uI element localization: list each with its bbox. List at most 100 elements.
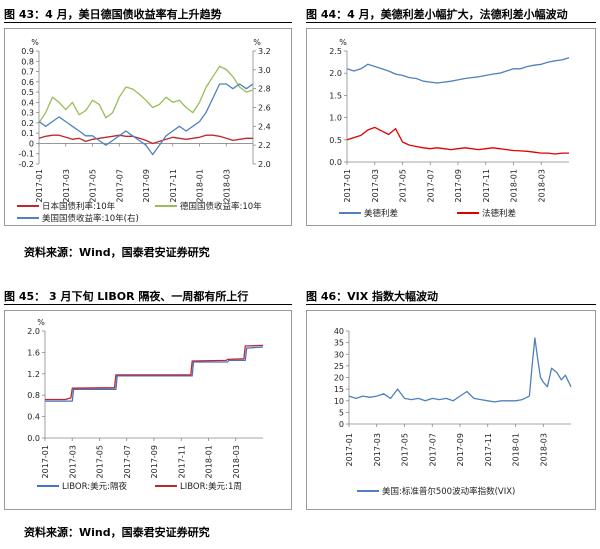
fig46-chart: 0 5 10 15 20 25 30 35 40 2017-01 2017-03 2017-05 201… bbox=[334, 327, 572, 497]
y-right-tick-label: 2.2 bbox=[258, 141, 271, 150]
x-tick-label: 2018-03 bbox=[232, 445, 241, 478]
source-note-2: 资料来源：Wind，国泰君安证券研究 bbox=[24, 526, 210, 539]
legend-label: 美德利差 bbox=[364, 208, 398, 219]
x-tick-label: 2017-05 bbox=[399, 169, 408, 202]
legend-label: 法德利差 bbox=[482, 208, 516, 219]
x-tick-label: 2018-03 bbox=[537, 169, 546, 202]
y-right-axis-unit: % bbox=[253, 38, 261, 47]
x-tick-label: 2017-01 bbox=[35, 169, 44, 202]
y-tick-label: 15 bbox=[334, 385, 344, 394]
y-tick-label: -0.2 bbox=[18, 160, 34, 169]
x-tick-label: 2017-01 bbox=[343, 169, 352, 202]
y-tick-label: 20 bbox=[334, 374, 344, 383]
title-rule-left bbox=[4, 22, 292, 23]
y-tick-label: 0.5 bbox=[329, 136, 342, 145]
y-tick-label: 0.5 bbox=[21, 88, 34, 97]
x-tick-label: 2017-11 bbox=[482, 169, 491, 202]
y-right-tick-label: 3.0 bbox=[258, 66, 271, 75]
legend-label: 日本国债利率:10年 bbox=[42, 201, 116, 212]
title-rule-left-2 bbox=[4, 304, 292, 305]
y-tick-label: 0.1 bbox=[21, 129, 34, 138]
fig46-title: 图 46：VIX 指数大幅波动 bbox=[306, 290, 439, 303]
x-tick-label: 2017-01 bbox=[41, 445, 50, 478]
y-right-tick-label: 2.4 bbox=[258, 122, 271, 131]
x-tick-label: 2017-03 bbox=[62, 169, 71, 202]
y-tick-label: 25 bbox=[334, 362, 344, 371]
series-line-fig44-0 bbox=[346, 57, 570, 84]
y-tick-label: 0.7 bbox=[21, 68, 34, 77]
x-tick-label: 2018-01 bbox=[196, 169, 205, 202]
x-tick-label: 2017-05 bbox=[96, 445, 105, 478]
x-tick-label: 2018-03 bbox=[539, 433, 548, 466]
fig43-chart: -0.2-0.1 00.10.20.3 0.40.50.60.7 0.80.9% 2.0… bbox=[17, 38, 271, 224]
x-tick-label: 2017-07 bbox=[426, 169, 435, 202]
fig46-panel: 0 5 10 15 20 25 30 35 40 2017-01 2017-03 2017-05 201… bbox=[306, 310, 596, 510]
fig45-panel: 0.0 0.4 0.8 1.2 1.6 2.0% 2017-01 2017-03 2017-05… bbox=[4, 310, 292, 510]
y-tick-label: 0.4 bbox=[21, 98, 34, 107]
y-axis-unit: % bbox=[31, 38, 39, 47]
title-rule-right-2 bbox=[306, 304, 596, 305]
fig44-chart: 0.0 0.5 1.0 1.5 2.0 2.5% 2017-01 2017-03 2017-05… bbox=[329, 38, 570, 219]
y-tick-label: 0.2 bbox=[21, 119, 34, 128]
y-tick-label: 30 bbox=[334, 350, 344, 359]
fig44-title: 图 44：4 月，美德利差小幅扩大，法德利差小幅波动 bbox=[306, 8, 568, 21]
x-tick-label: 2017-07 bbox=[123, 445, 132, 478]
source-note-1: 资料来源：Wind，国泰君安证券研究 bbox=[24, 246, 210, 259]
y-tick-label: 0.8 bbox=[21, 57, 34, 66]
x-tick-label: 2017-09 bbox=[456, 433, 465, 466]
y-tick-label: 0.3 bbox=[21, 109, 34, 118]
y-tick-label: 0.0 bbox=[329, 158, 342, 167]
series-line-fig44-1 bbox=[346, 126, 569, 155]
y-tick-label: 2.0 bbox=[27, 327, 40, 336]
series-line-fig43-2 bbox=[38, 83, 254, 156]
title-rule-right bbox=[306, 22, 596, 23]
x-tick-label: 2017-05 bbox=[89, 169, 98, 202]
y-tick-label: 1.2 bbox=[27, 370, 40, 379]
series-line-fig45-1 bbox=[45, 344, 264, 401]
x-tick-label: 2017-03 bbox=[373, 433, 382, 466]
x-tick-label: 2017-01 bbox=[345, 433, 354, 466]
y-tick-label: 35 bbox=[334, 339, 344, 348]
y-tick-label: 0.0 bbox=[27, 434, 40, 443]
y-right-tick-label: 2.6 bbox=[258, 104, 271, 113]
y-tick-label: 0.6 bbox=[21, 78, 34, 87]
x-tick-label: 2018-01 bbox=[510, 169, 519, 202]
legend-label: 美国:标准普尔500波动率指数(VIX) bbox=[382, 486, 515, 497]
series-line-fig46-0 bbox=[348, 337, 572, 403]
legend-label: 德国国债收益率:10年 bbox=[180, 201, 262, 212]
x-tick-label: 2017-03 bbox=[371, 169, 380, 202]
fig45-title: 图 45： 3 月下旬 LIBOR 隔夜、一周都有所上行 bbox=[4, 290, 249, 303]
fig43-title: 图 43：4 月，美日德国债收益率有上升趋势 bbox=[4, 8, 222, 21]
x-tick-label: 2017-09 bbox=[142, 169, 151, 202]
x-tick-label: 2018-03 bbox=[222, 169, 231, 202]
y-right-tick-label: 3.2 bbox=[258, 47, 271, 56]
x-tick-label: 2018-01 bbox=[205, 445, 214, 478]
y-tick-label: -0.1 bbox=[18, 150, 34, 159]
y-axis-unit: % bbox=[37, 318, 45, 327]
legend-label: 美国国债收益率:10年(右) bbox=[42, 213, 139, 224]
series-line-fig45-0 bbox=[45, 346, 264, 402]
y-tick-label: 1.6 bbox=[27, 348, 40, 357]
series-line-fig43-0 bbox=[38, 134, 253, 145]
y-tick-label: 0.9 bbox=[21, 47, 34, 56]
legend-label: LIBOR:美元:隔夜 bbox=[62, 481, 127, 492]
x-tick-label: 2017-09 bbox=[150, 445, 159, 478]
series-line-fig43-1 bbox=[38, 65, 254, 124]
x-tick-label: 2017-11 bbox=[177, 445, 186, 478]
x-tick-label: 2017-05 bbox=[401, 433, 410, 466]
y-tick-label: 0.4 bbox=[27, 413, 40, 422]
x-tick-label: 2017-07 bbox=[115, 169, 124, 202]
y-tick-label: 40 bbox=[334, 327, 344, 336]
x-tick-label: 2017-03 bbox=[68, 445, 77, 478]
y-right-tick-label: 2.0 bbox=[258, 160, 271, 169]
y-tick-label: 2.0 bbox=[329, 69, 342, 78]
x-tick-label: 2017-09 bbox=[454, 169, 463, 202]
y-tick-label: 1.0 bbox=[329, 114, 342, 123]
x-tick-label: 2018-01 bbox=[512, 433, 521, 466]
y-axis-unit: % bbox=[339, 38, 347, 47]
y-tick-label: 1.5 bbox=[329, 91, 342, 100]
fig43-panel: -0.2 -0.1 0 0.1 0.2 0.3 0.4 0.5 0.6 0.7 0.8 0.9% 2.0… bbox=[4, 28, 292, 226]
y-tick-label: 0 bbox=[29, 139, 34, 148]
x-tick-label: 2017-11 bbox=[484, 433, 493, 466]
y-tick-label: 2.5 bbox=[329, 47, 342, 56]
